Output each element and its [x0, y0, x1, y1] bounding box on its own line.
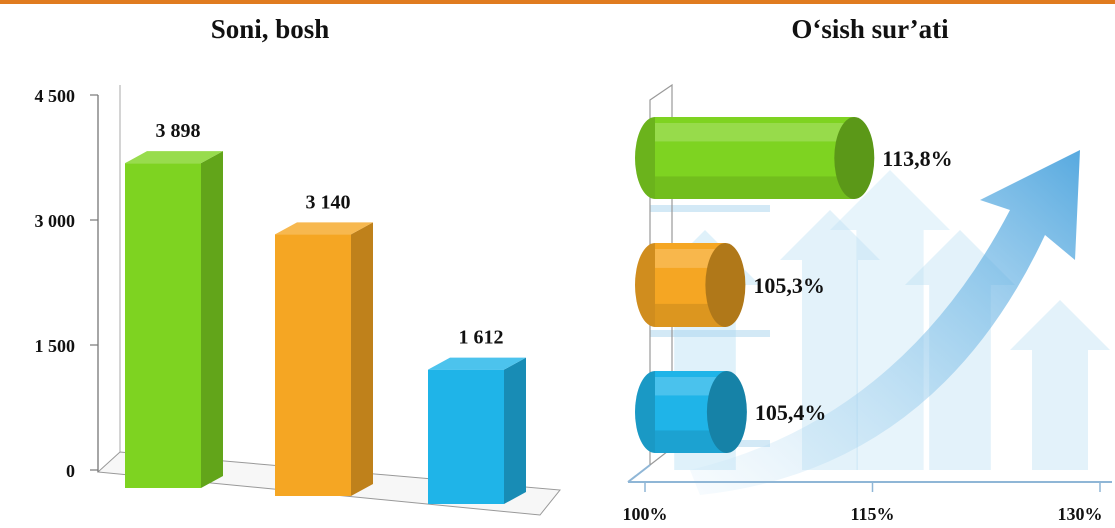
right-cylinder-end-cap [834, 117, 875, 199]
left-bar [275, 222, 373, 497]
right-cylinder-shadow [655, 176, 855, 199]
right-cylinder-bar [635, 243, 746, 327]
left-bar-value-label: 3 898 [156, 120, 201, 142]
left-bar-front [275, 234, 351, 497]
left-bar-side [351, 222, 373, 497]
left-bar-value-label: 3 140 [306, 191, 351, 213]
right-x-tick-label: 115% [850, 504, 894, 524]
left-y-tick-label: 3 000 [35, 211, 76, 231]
right-cylinder-end-cap [705, 243, 746, 327]
right-cylinder-back-cap [635, 243, 655, 327]
right-chart-bars: 113,8% 105,3% 105,4% [635, 117, 953, 453]
left-y-tick-label: 1 500 [35, 336, 76, 356]
right-cylinder-bar [635, 117, 875, 199]
right-cylinder-shadow [655, 430, 727, 453]
background-up-arrow [1010, 300, 1110, 470]
left-bar-top [275, 222, 373, 235]
left-bar-front [125, 163, 201, 488]
right-bar-value-label: 113,8% [882, 146, 952, 171]
left-chart-title: Soni, bosh [210, 14, 330, 44]
top-border-line [0, 0, 1115, 4]
left-bar-side [201, 151, 223, 488]
right-chart-title: O‘sish sur’ati [791, 14, 949, 44]
left-bar-front [428, 369, 504, 504]
left-y-tick-label: 0 [66, 461, 75, 481]
right-x-tick-label: 100% [623, 504, 668, 524]
right-chart-background-arrows [650, 150, 1110, 495]
left-bar-value-label: 1 612 [459, 327, 504, 349]
right-cylinder-highlight [655, 249, 726, 268]
right-floor-edge [627, 464, 651, 483]
right-bar-value-label: 105,3% [753, 273, 825, 298]
right-chart-axes: 100% 115% 130% [623, 83, 1112, 524]
left-y-tick-label: 4 500 [35, 86, 76, 106]
right-cylinder-highlight [655, 123, 855, 142]
left-bar-top [125, 151, 223, 164]
right-cylinder-highlight [655, 377, 727, 396]
left-bar [125, 151, 223, 488]
right-cylinder-bar [635, 371, 747, 453]
background-curved-arrow [690, 150, 1080, 495]
left-bar [428, 357, 526, 504]
left-bar-side [504, 357, 526, 504]
right-cylinder-end-cap [706, 371, 747, 453]
right-cylinder-back-cap [635, 371, 655, 453]
background-stripe [650, 205, 770, 212]
left-chart-bars: 3 898 3 140 1 612 [125, 120, 526, 504]
left-bar-top [428, 357, 526, 370]
right-cylinder-shadow [655, 303, 726, 327]
right-bar-value-label: 105,4% [755, 400, 827, 425]
right-x-tick-label: 130% [1058, 504, 1103, 524]
right-cylinder-back-cap [635, 117, 655, 199]
background-stripe [650, 330, 770, 337]
